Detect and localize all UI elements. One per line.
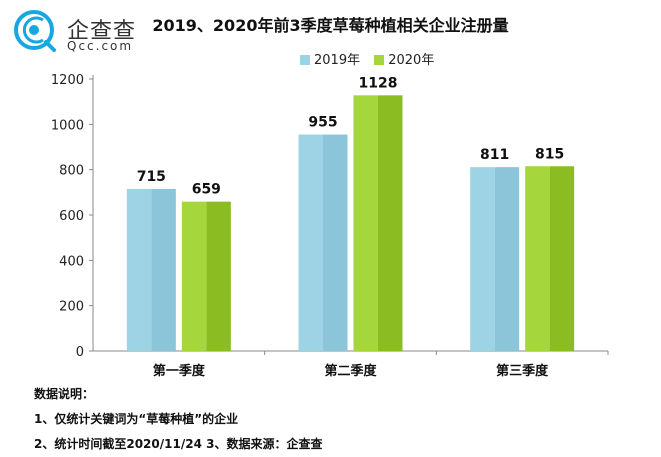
y-tick-label: 200 [59,300,84,315]
legend-item-2020: 2020年 [374,49,434,68]
bar [181,201,207,351]
bar [298,134,323,351]
y-tick-label: 1000 [51,118,84,133]
brand-url: Qcc.com [67,39,134,53]
bar-shade [378,95,403,351]
bar-shade [323,134,348,351]
bar-shade [151,188,176,351]
notes-line-2: 2、统计时间截至2020/11/24 3、数据来源：企查查 [34,437,323,451]
y-tick-label: 400 [59,254,84,269]
data-label: 659 [192,182,221,198]
data-label: 811 [480,147,509,163]
y-tick-label: 800 [59,164,84,179]
legend-item-2019: 2019年 [300,49,360,68]
data-label: 815 [535,146,564,162]
y-tick-label: 1200 [51,73,84,88]
data-label: 955 [308,115,337,131]
notes-line-1: 1、仅统计关键词为“草莓种植”的企业 [34,412,239,426]
brand-name: 企查查 [67,19,137,44]
bar [353,95,378,351]
brand-logo: 企查查 Qcc.com [12,8,172,53]
qcc-logo-icon [14,10,56,52]
bar-shade [494,167,520,351]
bar-chart: 0 200 400 600 800 1000 1200 第一季度 715 659 第二季度 955 11… [51,73,609,379]
data-label: 1128 [359,75,398,91]
data-label: 715 [137,169,166,185]
x-tick-label: 第一季度 [153,363,206,379]
legend-swatch-2020 [374,55,385,65]
legend-label-2019: 2019年 [314,53,361,68]
bar [126,188,152,351]
legend-label-2020: 2020年 [388,53,435,68]
bar-shade [206,201,231,351]
chart-title: 2019、2020年前3季度草莓种植相关企业注册量 [152,16,509,35]
bar [525,166,550,351]
bar-shade [549,166,575,351]
x-tick-label: 第二季度 [324,363,377,379]
notes-heading: 数据说明： [34,387,95,401]
y-tick-label: 600 [59,209,84,224]
chart-legend: 2019年 2020年 [300,49,444,68]
x-tick-label: 第三季度 [496,363,549,379]
legend-swatch-2019 [300,55,310,65]
y-tick-label: 0 [76,345,84,360]
bar [470,167,495,351]
